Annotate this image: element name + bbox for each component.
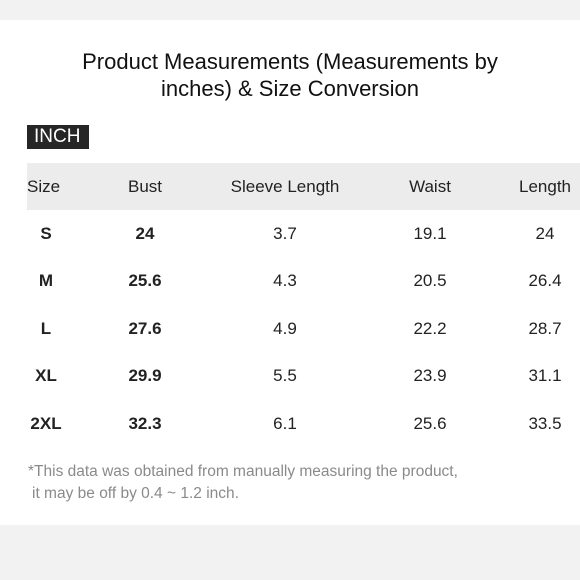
- table-row: S 24 3.7 19.1 24: [27, 210, 580, 258]
- footnote-line-1: *This data was obtained from manually me…: [28, 463, 458, 480]
- header-bust: Bust: [127, 176, 163, 196]
- cell-sleeve-length: 4.9: [273, 318, 297, 338]
- cell-length: 33.5: [528, 413, 562, 433]
- size-chart-card: Product Measurements (Measurements by in…: [0, 20, 580, 525]
- table-row: 2XL 32.3 6.1 25.6 33.5: [27, 400, 580, 448]
- cell-bust: 29.9: [128, 366, 162, 386]
- measurement-footnote: *This data was obtained from manually me…: [28, 461, 458, 505]
- cell-bust: 32.3: [128, 413, 162, 433]
- header-size: Size: [27, 176, 61, 196]
- footnote-line-2: it may be off by 0.4 ~ 1.2 inch.: [32, 485, 239, 502]
- unit-badge: INCH: [27, 125, 90, 149]
- header-length: Length: [519, 176, 571, 196]
- cell-size: S: [40, 223, 52, 243]
- cell-size: L: [40, 318, 52, 338]
- header-sleeve-length: Sleeve Length: [230, 176, 340, 196]
- cell-sleeve-length: 4.3: [273, 271, 297, 291]
- cell-bust: 24: [135, 223, 155, 243]
- cell-bust: 27.6: [128, 318, 162, 338]
- cell-sleeve-length: 6.1: [273, 413, 297, 433]
- cell-size: M: [38, 271, 54, 291]
- cell-waist: 25.6: [413, 413, 447, 433]
- cell-waist: 22.2: [413, 318, 447, 338]
- cell-bust: 25.6: [128, 271, 162, 291]
- cell-waist: 23.9: [413, 366, 447, 386]
- table-row: M 25.6 4.3 20.5 26.4: [27, 258, 580, 306]
- cell-size: 2XL: [30, 413, 62, 433]
- size-table: Size Bust Sleeve Length Waist Length S 2…: [27, 163, 580, 448]
- cell-length: 31.1: [528, 366, 562, 386]
- cell-length: 28.7: [528, 318, 562, 338]
- cell-waist: 20.5: [413, 271, 447, 291]
- cell-sleeve-length: 3.7: [273, 223, 297, 243]
- cell-size: XL: [35, 366, 57, 386]
- header-waist: Waist: [409, 176, 451, 196]
- cell-length: 24: [535, 223, 555, 243]
- table-header-row: Size Bust Sleeve Length Waist Length: [27, 163, 580, 210]
- title-line-1: Product Measurements (Measurements by: [82, 49, 498, 74]
- cell-sleeve-length: 5.5: [273, 366, 297, 386]
- table-row: XL 29.9 5.5 23.9 31.1: [27, 353, 580, 401]
- cell-length: 26.4: [528, 271, 562, 291]
- cell-waist: 19.1: [413, 223, 447, 243]
- table-row: L 27.6 4.9 22.2 28.7: [27, 305, 580, 353]
- page-title: Product Measurements (Measurements by in…: [0, 48, 580, 102]
- title-line-2: inches) & Size Conversion: [160, 76, 419, 101]
